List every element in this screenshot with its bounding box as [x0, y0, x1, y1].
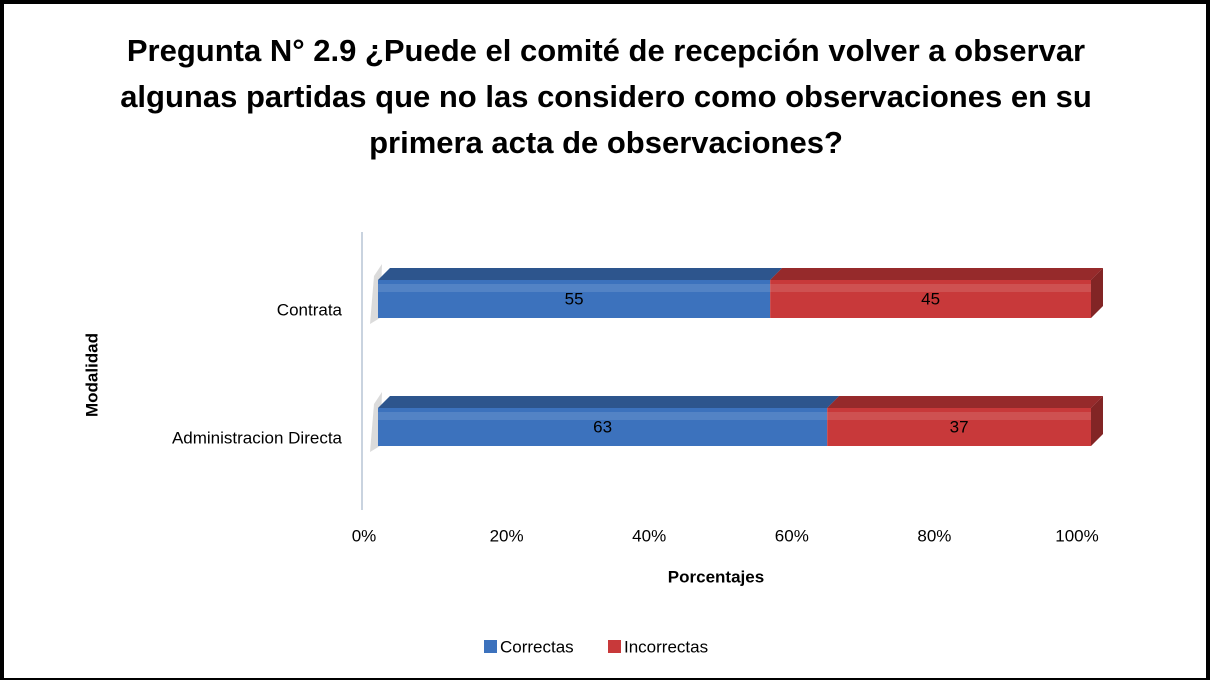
data-label: 45 [921, 289, 940, 308]
bar-top [827, 396, 1103, 408]
bar [770, 280, 1091, 318]
bar-highlight [827, 412, 1091, 420]
bar-side [1091, 396, 1103, 446]
x-tick-label: 40% [632, 526, 666, 545]
bar-top-shade [378, 268, 783, 280]
x-tick-label: 60% [775, 526, 809, 545]
data-label: 37 [950, 417, 969, 436]
y-axis-label: Modalidad [82, 333, 101, 417]
x-tick-label: 80% [917, 526, 951, 545]
bar-top-shade [827, 396, 1103, 408]
bar-side [1091, 268, 1103, 318]
data-label: 55 [565, 289, 584, 308]
y-tick-label: Administracion Directa [172, 428, 343, 447]
data-label: 63 [593, 417, 612, 436]
bar-highlight [378, 412, 828, 420]
bar-top-shade [770, 268, 1103, 280]
x-tick-label: 100% [1055, 526, 1098, 545]
bar [378, 280, 771, 318]
y-tick-label: Contrata [277, 300, 343, 319]
legend-swatch [608, 640, 621, 653]
bar-highlight [770, 284, 1091, 292]
bar-top [770, 268, 1103, 280]
bar [827, 408, 1091, 446]
legend-label: Incorrectas [624, 637, 708, 656]
bar-top [378, 268, 783, 280]
x-tick-label: 20% [490, 526, 524, 545]
bar-side-shade [1091, 396, 1103, 446]
bar-highlight [378, 284, 771, 292]
legend-label: Correctas [500, 637, 574, 656]
x-tick-label: 0% [352, 526, 377, 545]
legend-swatch [484, 640, 497, 653]
bar [378, 408, 828, 446]
x-axis-label: Porcentajes [668, 567, 764, 586]
bar-top [378, 396, 840, 408]
bar-side-shade [1091, 268, 1103, 318]
bar-top-shade [378, 396, 840, 408]
chart-title: Pregunta N° 2.9 ¿Puede el comité de rece… [120, 33, 1092, 160]
